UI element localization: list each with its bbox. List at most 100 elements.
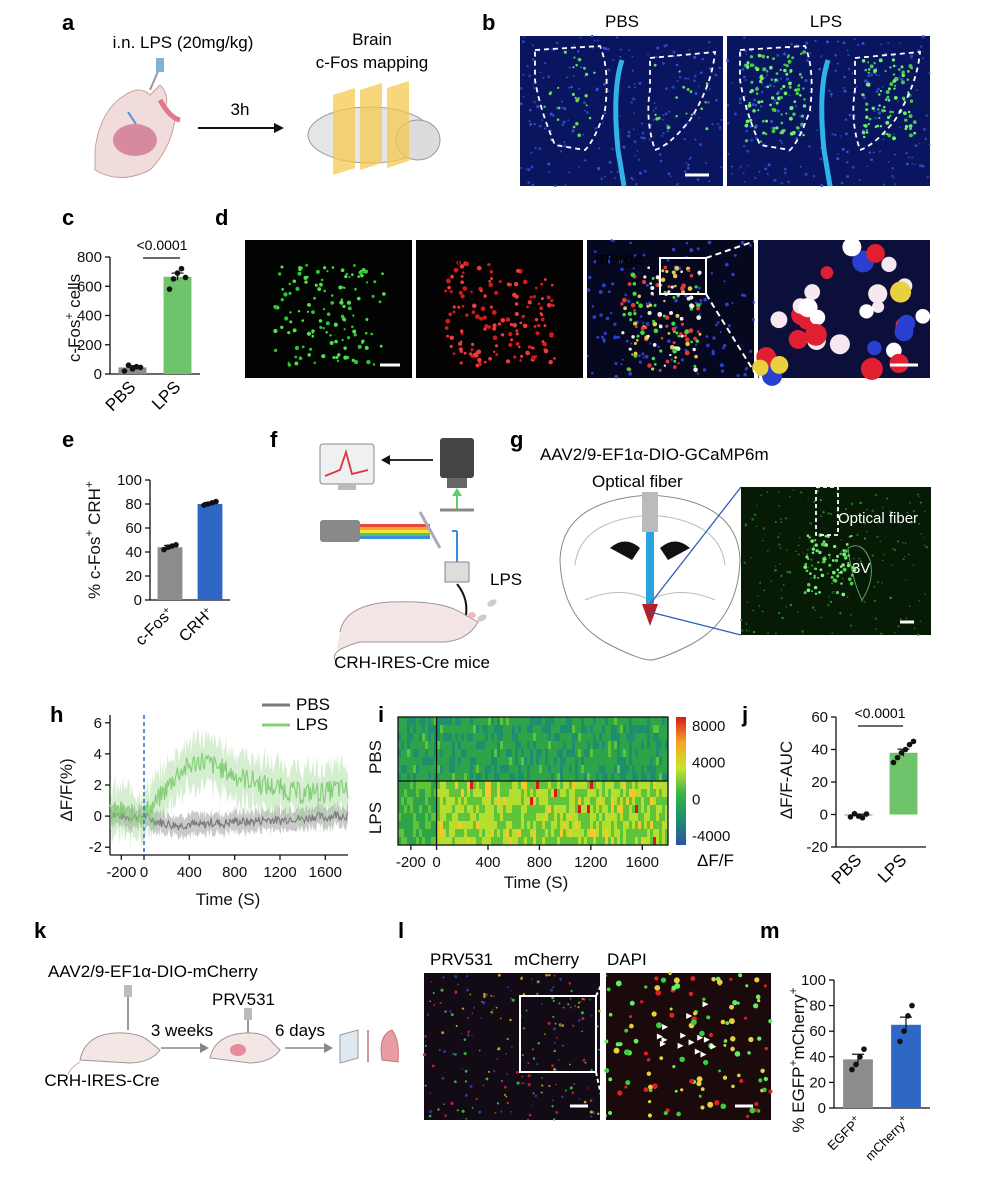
prv-dot — [485, 1077, 489, 1081]
i-heatmap-cell — [527, 813, 531, 822]
i-heatmap-cell — [494, 773, 498, 782]
dapi-dot — [579, 66, 583, 69]
c-data-point — [182, 274, 189, 281]
i-heatmap-cell — [605, 757, 609, 766]
i-heatmap-cell — [635, 781, 639, 790]
dapi-dot — [923, 127, 927, 131]
i-heatmap-cell — [593, 717, 597, 726]
i-heatmap-cell — [446, 757, 450, 766]
zoom-cell — [752, 359, 769, 377]
prv-dot — [506, 1101, 509, 1105]
dapi-dot — [619, 115, 622, 118]
merge-cell — [649, 282, 653, 285]
cfos-dot — [798, 72, 802, 76]
i-heatmap-cell — [482, 757, 486, 766]
dapi-dot — [527, 168, 531, 172]
cfos-cell — [347, 306, 352, 311]
merge-cell — [621, 297, 627, 303]
i-heatmap-cell — [437, 725, 441, 734]
zoom-cell — [872, 300, 885, 313]
prv-dot — [495, 1006, 498, 1009]
i-heatmap-cell — [605, 749, 609, 758]
i-heatmap-cell — [491, 717, 495, 726]
dapi-dot — [744, 79, 747, 82]
crh-cell — [479, 316, 484, 321]
i-heatmap-cell — [551, 749, 555, 758]
i-heatmap-cell — [476, 741, 480, 750]
i-heatmap-cell — [506, 837, 510, 846]
i-heatmap-cell — [449, 741, 453, 750]
cfos-cell — [357, 275, 361, 278]
i-heatmap-cell — [563, 797, 567, 806]
i-heatmap-cell — [617, 805, 621, 814]
merge-cell — [673, 359, 677, 363]
gcamp-dot — [844, 555, 848, 559]
i-heatmap-cell — [446, 781, 450, 790]
i-heatmap-cell — [503, 805, 507, 814]
j-y-tick-label: -20 — [806, 839, 828, 856]
prv-cell — [768, 1089, 773, 1094]
j-category-label: PBS — [828, 850, 865, 887]
dapi-dot — [570, 85, 573, 89]
dapi-dot — [573, 44, 576, 46]
prv-dot — [496, 1102, 500, 1105]
i-heatmap-cell — [527, 789, 531, 798]
i-heatmap-cell — [644, 773, 648, 782]
cfos-dot — [749, 55, 754, 59]
i-heatmap-cell — [500, 757, 504, 766]
j-data-point — [902, 746, 909, 753]
i-heatmap-cell — [599, 733, 603, 742]
i-heatmap-cell — [482, 765, 486, 774]
prv-cell — [729, 1004, 735, 1010]
prv-dot — [521, 976, 523, 978]
i-heatmap-cell — [419, 837, 423, 846]
prv-cell — [716, 979, 723, 986]
i-heatmap-cell — [425, 781, 429, 790]
i-heatmap-cell — [659, 813, 663, 822]
c-data-point — [174, 270, 181, 276]
cfos-cell — [312, 296, 316, 300]
i-heatmap-cell — [596, 813, 600, 822]
dapi-dot — [705, 89, 708, 92]
i-heatmap-cell — [602, 733, 606, 742]
i-heatmap-cell — [560, 805, 564, 814]
i-heatmap-cell — [650, 805, 654, 814]
dapi-dot — [530, 165, 534, 169]
gcamp-dot — [761, 610, 764, 613]
i-heatmap-cell — [518, 741, 522, 750]
i-heatmap-cell — [425, 773, 429, 782]
i-heatmap-cell — [428, 741, 432, 750]
i-heatmap-cell — [473, 837, 477, 846]
prv-dot — [522, 1027, 526, 1030]
merge-cell — [633, 312, 637, 316]
dapi-dot — [619, 55, 622, 58]
prv-dot — [490, 1010, 494, 1014]
prv-dot — [552, 1118, 556, 1121]
i-heatmap-cell — [611, 821, 615, 830]
i-heatmap-cell — [464, 733, 468, 742]
dapi-dot — [847, 67, 851, 71]
i-heatmap-cell — [653, 749, 657, 758]
i-heatmap-cell — [449, 781, 453, 790]
i-heatmap-cell — [461, 813, 465, 822]
zoom-cell — [860, 357, 883, 380]
i-heatmap-cell — [590, 829, 594, 838]
cfos-dot — [802, 50, 806, 54]
prv-dot — [574, 1005, 576, 1007]
gcamp-dot — [809, 572, 812, 575]
i-heatmap-cell — [515, 749, 519, 758]
merge-cell — [670, 285, 674, 289]
cfos-dot — [655, 117, 659, 121]
i-heatmap-cell — [527, 781, 531, 790]
i-heatmap-cell — [659, 781, 663, 790]
dapi-cell — [632, 267, 635, 270]
cfos-dot — [686, 87, 690, 91]
prv-cell — [651, 1011, 657, 1017]
zoom-cell — [894, 322, 914, 342]
i-heatmap-cell — [419, 765, 423, 774]
i-heatmap-cell — [455, 733, 459, 742]
prv-dot — [475, 1097, 478, 1101]
cfos-cell — [339, 300, 344, 305]
